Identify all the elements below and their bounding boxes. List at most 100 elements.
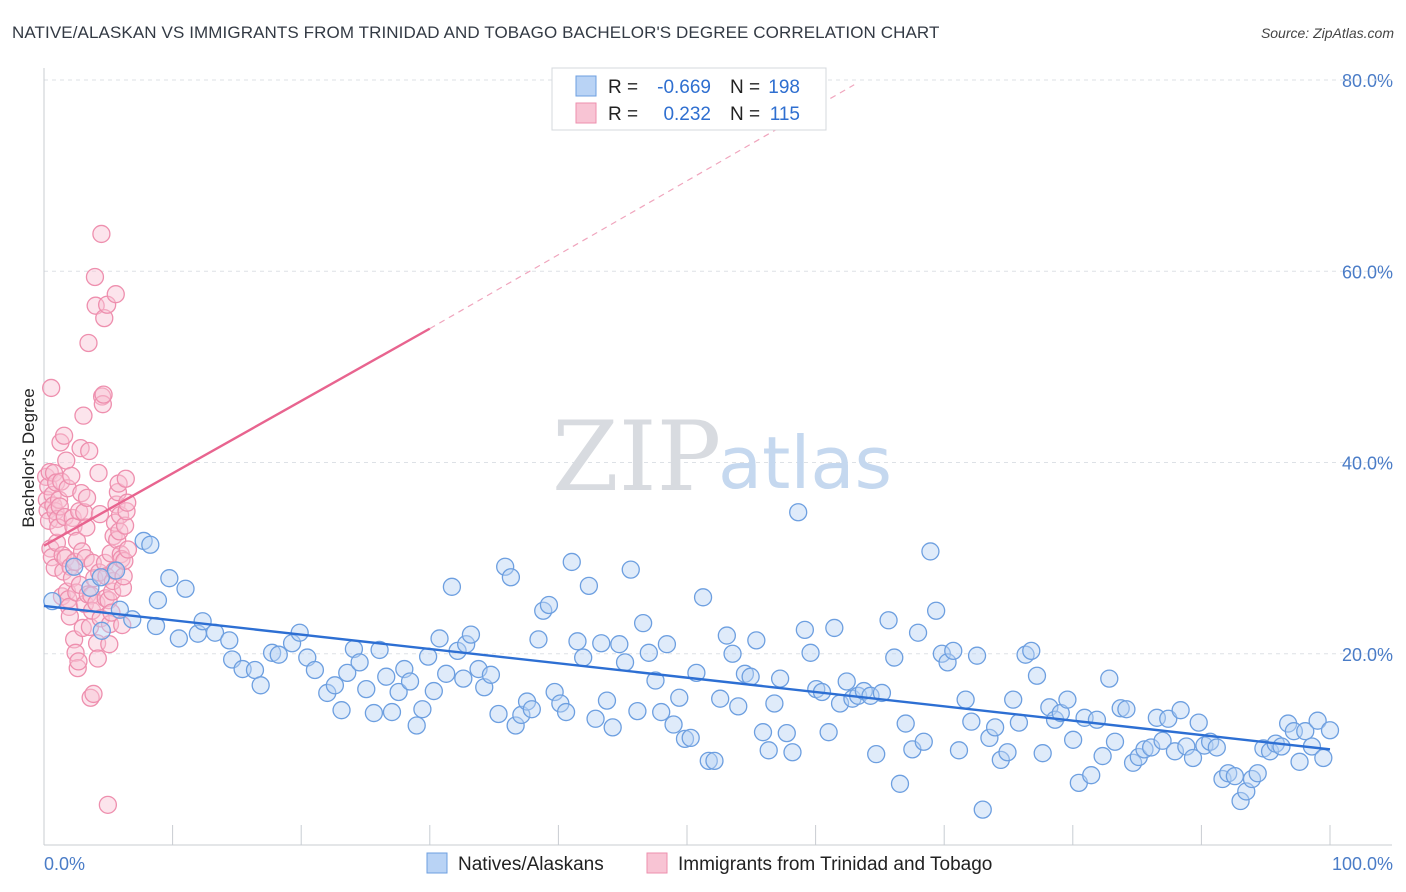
natives-point <box>1027 666 1047 685</box>
grid-lines: 20.0% 40.0% 60.0% 80.0% <box>44 71 1393 665</box>
natives-point <box>400 672 420 691</box>
natives-point <box>597 691 617 710</box>
x-tick-label-min: 0.0% <box>44 854 85 874</box>
natives-point <box>1272 737 1291 756</box>
immigrants-point <box>69 652 88 671</box>
natives-point <box>723 644 742 663</box>
legend-n-value-immigrants: 115 <box>770 104 800 125</box>
immigrants-point <box>118 540 138 559</box>
natives-point <box>908 623 928 642</box>
natives-point <box>1248 764 1267 783</box>
immigrants-point <box>57 451 76 470</box>
y-tick-label: 20.0% <box>1342 645 1393 665</box>
natives-point <box>568 632 587 651</box>
natives-point <box>512 705 531 725</box>
immigrants-point <box>93 395 112 414</box>
immigrants-point <box>73 618 92 638</box>
bottom-legend-swatch-immigrants <box>646 852 668 874</box>
natives-point <box>522 700 541 719</box>
natives-point <box>506 716 525 735</box>
natives-point <box>699 751 718 770</box>
natives-point <box>837 672 856 691</box>
natives-point <box>681 728 700 748</box>
immigrants-point <box>84 684 103 704</box>
natives-point <box>442 577 462 596</box>
natives-point <box>357 679 376 699</box>
natives-point <box>861 686 880 705</box>
natives-point <box>370 640 389 660</box>
natives-point <box>1296 722 1315 741</box>
legend-n-label-immigrants: N = <box>730 104 760 125</box>
axes: 0.0% 100.0% <box>43 68 1393 874</box>
natives-point <box>1093 746 1112 766</box>
natives-point <box>879 611 898 630</box>
natives-point <box>639 643 658 662</box>
natives-point <box>413 700 432 719</box>
immigrants-point <box>92 224 111 244</box>
natives-point <box>633 614 653 633</box>
natives-point <box>176 579 195 598</box>
natives-point <box>914 732 933 751</box>
immigrants-point <box>67 531 87 551</box>
natives-point <box>1225 767 1245 786</box>
natives-point <box>646 671 665 690</box>
natives-point <box>501 568 521 587</box>
legend-swatch-natives <box>575 75 597 97</box>
natives-point <box>1314 748 1333 768</box>
natives-point <box>141 535 160 554</box>
legend-r-value-natives: -0.669 <box>657 77 711 98</box>
natives-point <box>454 669 473 688</box>
natives-point <box>407 716 426 735</box>
natives-point <box>1189 713 1208 732</box>
natives-point <box>741 667 760 686</box>
legend-n-value-natives: 198 <box>768 77 800 98</box>
immigrants-point <box>65 552 85 572</box>
natives-point <box>1082 766 1101 785</box>
natives-point <box>430 629 449 648</box>
natives-point <box>628 701 647 721</box>
natives-point <box>652 702 671 722</box>
natives-point <box>729 697 748 716</box>
natives-point <box>318 683 337 703</box>
natives-point <box>675 729 695 749</box>
source-label: Source: ZipAtlas.com <box>1260 25 1394 41</box>
chart-title: NATIVE/ALASKAN VS IMMIGRANTS FROM TRINID… <box>12 23 940 42</box>
natives-point <box>1183 748 1203 768</box>
natives-point <box>65 557 84 576</box>
natives-point <box>759 741 778 760</box>
series-immigrants-points <box>37 224 138 814</box>
natives-point <box>885 648 904 667</box>
natives-point <box>106 561 126 580</box>
natives-point <box>664 715 683 734</box>
natives-point <box>1207 738 1226 757</box>
legend-r-label-natives: R = <box>608 77 638 98</box>
natives-point <box>169 629 189 648</box>
natives-point <box>615 653 635 672</box>
natives-point <box>777 723 796 743</box>
natives-point <box>325 676 345 695</box>
natives-point <box>418 647 438 666</box>
immigrants-point <box>85 267 105 287</box>
natives-point <box>789 503 808 522</box>
natives-point <box>245 660 265 680</box>
natives-point <box>938 653 957 672</box>
natives-point <box>1159 709 1178 728</box>
legend-r-label-immigrants: R = <box>608 104 638 125</box>
natives-point <box>956 690 975 709</box>
immigrants-point <box>74 406 93 425</box>
immigrants-point <box>89 463 108 483</box>
immigrants-point <box>77 488 97 508</box>
natives-point <box>765 694 784 713</box>
legend-r-value-immigrants: 0.232 <box>663 104 711 125</box>
natives-point <box>338 663 357 683</box>
natives-point <box>364 703 384 723</box>
natives-point <box>921 542 940 561</box>
natives-point <box>1022 641 1041 661</box>
natives-point <box>1308 711 1327 730</box>
y-axis-label: Bachelor's Degree <box>19 388 38 527</box>
y-tick-label: 60.0% <box>1342 262 1393 282</box>
natives-point <box>1100 669 1119 688</box>
natives-point <box>489 704 508 724</box>
series-legend: Natives/Alaskans Immigrants from Trinida… <box>426 852 992 875</box>
